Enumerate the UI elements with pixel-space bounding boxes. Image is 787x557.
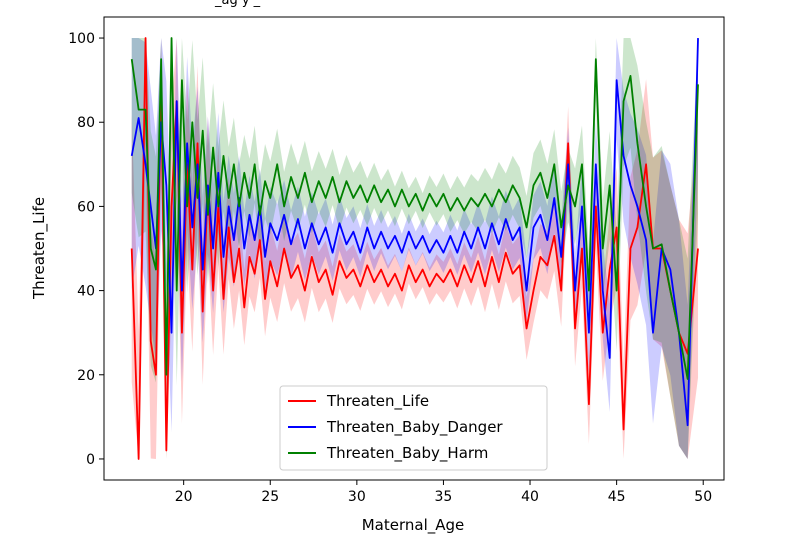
y-tick-label: 60 — [77, 199, 95, 215]
x-tick-label: 45 — [608, 489, 626, 505]
y-tick-label: 20 — [77, 368, 95, 384]
chart-title-fragment: _ag y _ — [214, 0, 261, 8]
x-tick-label: 25 — [261, 489, 279, 505]
x-tick-label: 50 — [694, 489, 712, 505]
y-tick-label: 80 — [77, 115, 95, 131]
legend: Threaten_Life Threaten_Baby_Danger Threate… — [279, 385, 548, 471]
y-tick-label: 100 — [68, 31, 95, 47]
x-tick-label: 35 — [435, 489, 453, 505]
legend-label-3: Threaten_Baby_Harm — [326, 444, 488, 463]
plot-frame — [103, 16, 725, 481]
legend-label-2: Threaten_Baby_Danger — [326, 418, 503, 437]
y-axis-label: Threaten_Life — [30, 197, 49, 300]
legend-box — [279, 385, 548, 471]
series-line-1 — [130, 37, 699, 460]
y-tick-label: 40 — [77, 284, 95, 300]
y-axis: 0 20 40 60 80 100 — [68, 31, 104, 468]
x-tick-label: 30 — [348, 489, 366, 505]
series-line-3 — [130, 37, 699, 380]
series-lines — [130, 37, 699, 460]
x-tick-label: 20 — [175, 489, 193, 505]
legend-label-1: Threaten_Life — [326, 392, 429, 411]
x-axis-label: Maternal_Age — [362, 516, 465, 535]
series-line-2 — [130, 38, 699, 427]
y-tick-label: 0 — [86, 452, 95, 468]
x-axis: 20 25 30 35 40 45 50 — [175, 480, 712, 505]
x-tick-label: 40 — [521, 489, 539, 505]
